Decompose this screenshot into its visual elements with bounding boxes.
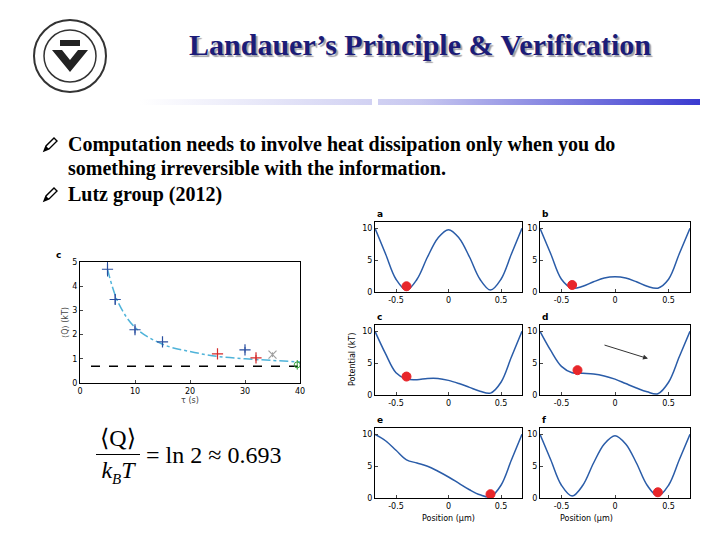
svg-text:0: 0 (532, 391, 537, 400)
svg-text:-0.5: -0.5 (388, 502, 404, 511)
svg-text:5: 5 (532, 462, 537, 471)
svg-text:Potential (kT): Potential (kT) (348, 333, 357, 386)
html-text:⟨Q⟩: ⟨Q⟩ (100, 425, 137, 451)
svg-text:10: 10 (130, 387, 140, 396)
svg-text:0: 0 (446, 502, 451, 511)
svg-text:⟨Q⟩ (kT): ⟨Q⟩ (kT) (61, 307, 70, 338)
svg-text:0: 0 (612, 296, 617, 305)
svg-text:1: 1 (72, 355, 77, 364)
svg-text:0: 0 (367, 494, 372, 503)
svg-text:0: 0 (446, 399, 451, 408)
html-text:Lutz group (2012): Lutz group (2012) (68, 183, 223, 205)
svg-text:10: 10 (527, 224, 537, 233)
html-text:= ln 2 ≈ 0.693: = ln 2 ≈ 0.693 (146, 442, 282, 469)
svg-text:-0.5: -0.5 (388, 399, 404, 408)
svg-text:20: 20 (185, 387, 195, 396)
svg-text:3: 3 (72, 306, 77, 315)
svg-text:0.5: 0.5 (495, 502, 508, 511)
svg-text:-0.5: -0.5 (554, 296, 570, 305)
svg-text:e: e (377, 415, 383, 425)
svg-text:5: 5 (532, 359, 537, 368)
svg-text:0: 0 (367, 288, 372, 297)
svg-text:5: 5 (367, 359, 372, 368)
svg-text:10: 10 (362, 430, 372, 439)
svg-text:c: c (56, 250, 61, 260)
svg-text:-0.5: -0.5 (554, 399, 570, 408)
svg-text:0.5: 0.5 (662, 296, 675, 305)
svg-text:b: b (542, 209, 549, 219)
svg-text:-0.5: -0.5 (388, 296, 404, 305)
html-text:kBT: kBT (101, 457, 135, 487)
svg-text:30: 30 (240, 387, 250, 396)
svg-text:a: a (377, 209, 383, 219)
svg-text:5: 5 (367, 256, 372, 265)
svg-text:0: 0 (532, 288, 537, 297)
html-text:Computation needs to involve h: Computation needs to involve heat dissip… (68, 133, 616, 179)
svg-text:0: 0 (72, 379, 77, 388)
svg-text:0.5: 0.5 (662, 502, 675, 511)
svg-text:-0.5: -0.5 (554, 502, 570, 511)
svg-text:c: c (377, 312, 382, 322)
svg-text:5: 5 (532, 256, 537, 265)
svg-text:0: 0 (446, 296, 451, 305)
svg-text:0: 0 (612, 502, 617, 511)
svg-text:40: 40 (295, 387, 305, 396)
svg-text:0: 0 (77, 387, 82, 396)
svg-text:0: 0 (532, 494, 537, 503)
svg-text:10: 10 (362, 327, 372, 336)
svg-text:10: 10 (527, 430, 537, 439)
svg-text:0: 0 (612, 399, 617, 408)
svg-text:Position (μm): Position (μm) (560, 514, 613, 523)
svg-text:4: 4 (72, 282, 77, 291)
svg-text:τ (s): τ (s) (181, 396, 199, 405)
svg-text:5: 5 (72, 258, 77, 267)
svg-text:5: 5 (367, 462, 372, 471)
svg-text:0.5: 0.5 (495, 399, 508, 408)
svg-text:Position (μm): Position (μm) (422, 514, 475, 523)
svg-text:10: 10 (527, 327, 537, 336)
svg-text:f: f (542, 415, 546, 425)
html-text:Landauer’s Principle & Verific: Landauer’s Principle & Verification (189, 28, 651, 61)
svg-text:0: 0 (367, 391, 372, 400)
svg-text:10: 10 (362, 224, 372, 233)
svg-text:2: 2 (72, 330, 77, 339)
svg-text:0.5: 0.5 (662, 399, 675, 408)
svg-text:0.5: 0.5 (495, 296, 508, 305)
svg-text:d: d (542, 312, 548, 322)
